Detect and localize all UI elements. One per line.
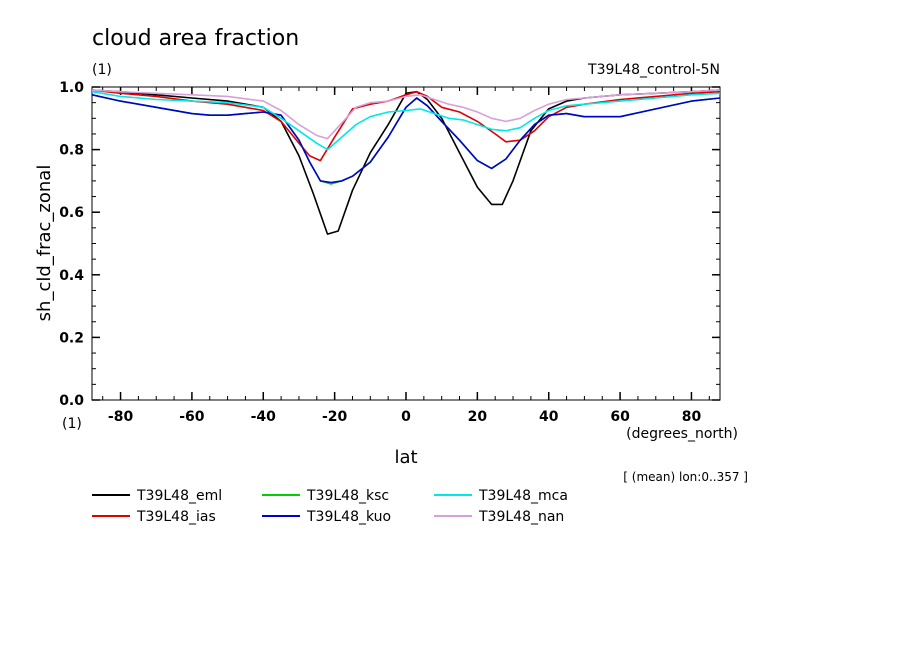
chart-subtitle: (1) [92, 62, 112, 78]
x-tick-label: 20 [468, 409, 488, 425]
y-tick-label: 0.4 [59, 268, 84, 284]
y-axis-label: sh_cld_frac_zonal [34, 165, 55, 322]
series-line-t39l48_nan [92, 89, 720, 140]
y-tick-labels: 0.0 0.2 0.4 0.6 0.8 1.0 [59, 80, 84, 409]
series-line-t39l48_kuo [92, 94, 720, 184]
x-axis-label: lat [394, 447, 417, 468]
chart-title: cloud area fraction [92, 26, 299, 51]
plot-frame [91, 86, 721, 401]
x-tick-label: 80 [682, 409, 702, 425]
series-line-t39l48_eml [92, 89, 720, 235]
series-line-t39l48_mca [92, 90, 720, 151]
y-tick-label: 0.2 [59, 330, 84, 346]
legend-label-t39l48_eml: T39L48_eml [136, 488, 222, 504]
legend-label-t39l48_nan: T39L48_nan [478, 509, 564, 525]
major-ticks [92, 86, 720, 401]
x-tick-labels: -80 -60 -40 -20 0 20 40 60 80 [108, 409, 702, 425]
x-tick-label: -40 [251, 409, 277, 425]
mean-note: [ (mean) lon:0..357 ] [623, 470, 748, 484]
x-tick-label: 0 [401, 409, 411, 425]
legend-label-t39l48_ias: T39L48_ias [136, 509, 216, 525]
x-units-label: (degrees_north) [626, 426, 738, 442]
x-tick-label: -80 [108, 409, 134, 425]
legend-label-t39l48_kuo: T39L48_kuo [306, 509, 391, 525]
legend: T39L48_eml T39L48_ias T39L48_ksc T39L48_kuo… [92, 488, 568, 525]
y-tick-label: 0.0 [59, 393, 84, 409]
legend-label-t39l48_ksc: T39L48_ksc [306, 488, 389, 504]
minor-ticks [92, 86, 720, 401]
y-units-label: (1) [62, 416, 82, 432]
y-tick-label: 0.6 [59, 205, 84, 221]
x-tick-label: 40 [539, 409, 559, 425]
series-line-t39l48_ias [92, 89, 720, 162]
x-tick-label: -60 [179, 409, 205, 425]
legend-label-t39l48_mca: T39L48_mca [478, 488, 568, 504]
y-tick-label: 0.8 [59, 143, 84, 159]
y-tick-label: 1.0 [59, 80, 84, 96]
series-lines [92, 89, 720, 235]
x-tick-label: 60 [610, 409, 630, 425]
run-label: T39L48_control-5N [587, 62, 720, 78]
x-tick-label: -20 [322, 409, 348, 425]
